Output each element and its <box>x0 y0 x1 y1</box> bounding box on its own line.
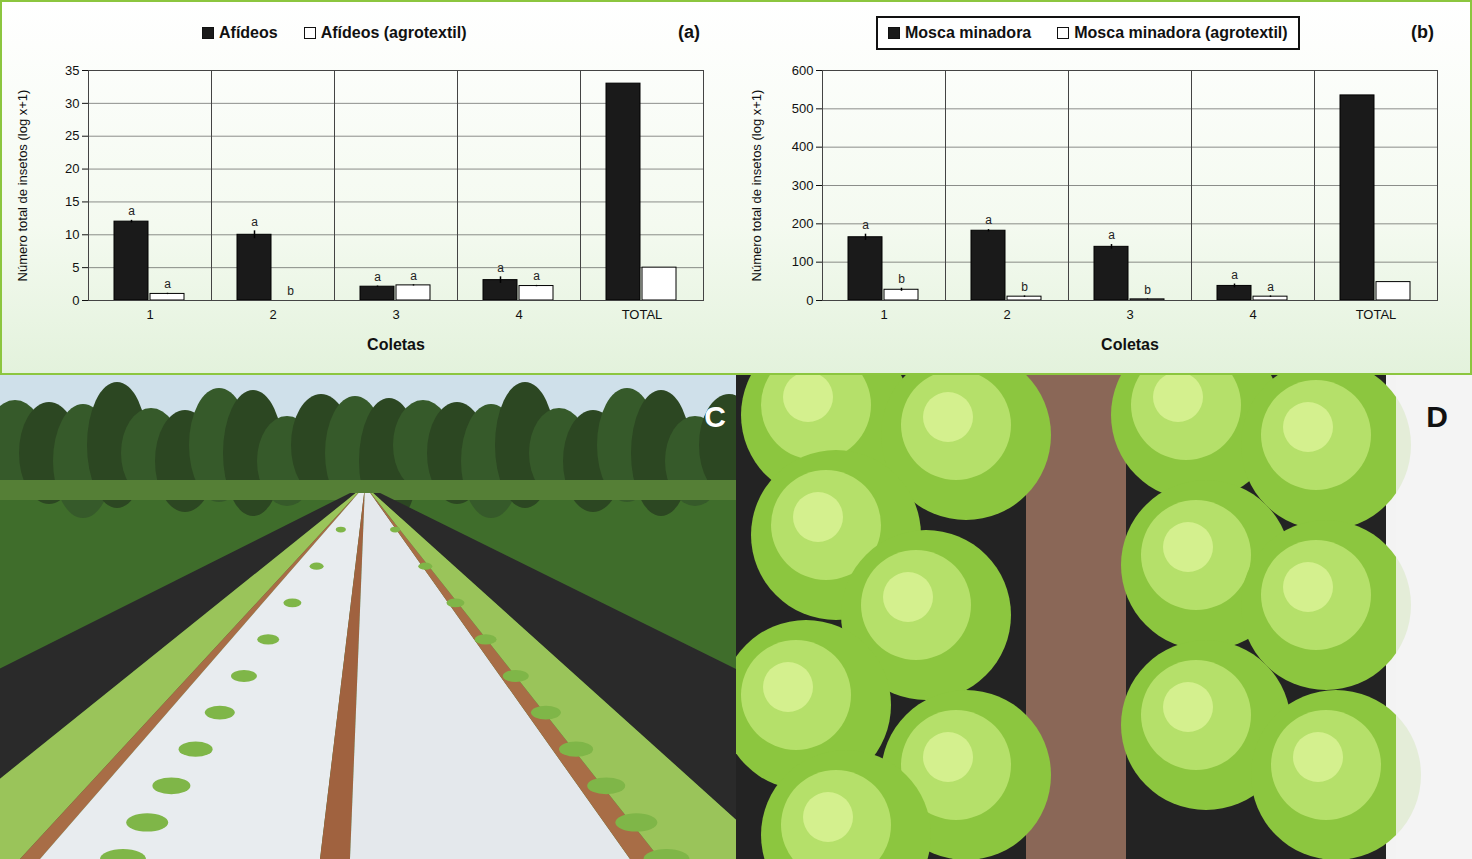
html-text:Mosca minadora (agrotextil): Mosca minadora (agrotextil) <box>1074 24 1288 41</box>
svg-text:a: a <box>410 269 417 283</box>
svg-text:C: C <box>704 400 726 433</box>
svg-text:0: 0 <box>72 293 79 308</box>
svg-text:a: a <box>533 269 540 283</box>
svg-text:Número total de insetos (log x: Número total de insetos (log x+1) <box>15 90 30 282</box>
svg-text:a: a <box>1231 268 1238 282</box>
svg-text:1: 1 <box>146 307 153 322</box>
svg-text:a: a <box>128 204 135 218</box>
html-text:(b): (b) <box>1411 22 1434 42</box>
html-text:Afídeos (agrotextil): Afídeos (agrotextil) <box>320 24 467 41</box>
svg-text:100: 100 <box>792 254 814 269</box>
svg-text:4: 4 <box>515 307 522 322</box>
svg-text:D: D <box>1426 400 1448 433</box>
svg-text:b: b <box>287 284 294 298</box>
svg-text:b: b <box>1021 280 1028 294</box>
svg-text:a: a <box>1108 228 1115 242</box>
svg-text:Número total de insetos (log x: Número total de insetos (log x+1) <box>749 90 764 282</box>
svg-text:Coletas: Coletas <box>367 336 425 353</box>
svg-text:500: 500 <box>792 101 814 116</box>
svg-text:300: 300 <box>792 178 814 193</box>
svg-text:a: a <box>374 270 381 284</box>
svg-text:3: 3 <box>1126 307 1133 322</box>
svg-text:TOTAL: TOTAL <box>622 307 663 322</box>
html-text:Mosca minadora: Mosca minadora <box>905 24 1032 41</box>
svg-text:10: 10 <box>65 227 79 242</box>
svg-text:a: a <box>497 261 504 275</box>
svg-text:30: 30 <box>65 96 79 111</box>
svg-text:4: 4 <box>1249 307 1256 322</box>
svg-text:200: 200 <box>792 216 814 231</box>
svg-text:a: a <box>1267 280 1274 294</box>
svg-text:15: 15 <box>65 194 79 209</box>
svg-text:a: a <box>251 215 258 229</box>
svg-text:a: a <box>862 218 869 232</box>
svg-text:b: b <box>1144 283 1151 297</box>
svg-text:b: b <box>898 272 905 286</box>
svg-text:a: a <box>164 277 171 291</box>
svg-text:25: 25 <box>65 128 79 143</box>
svg-text:TOTAL: TOTAL <box>1356 307 1397 322</box>
svg-text:5: 5 <box>72 260 79 275</box>
svg-text:2: 2 <box>1003 307 1010 322</box>
svg-text:35: 35 <box>65 63 79 78</box>
svg-text:a: a <box>985 213 992 227</box>
svg-text:Coletas: Coletas <box>1101 336 1159 353</box>
svg-text:2: 2 <box>269 307 276 322</box>
svg-text:1: 1 <box>880 307 887 322</box>
svg-text:20: 20 <box>65 161 79 176</box>
svg-text:400: 400 <box>792 139 814 154</box>
svg-text:0: 0 <box>806 293 813 308</box>
html-text:Afídeos: Afídeos <box>219 24 278 41</box>
html-text:(a): (a) <box>678 22 700 42</box>
svg-text:3: 3 <box>392 307 399 322</box>
svg-text:600: 600 <box>792 63 814 78</box>
